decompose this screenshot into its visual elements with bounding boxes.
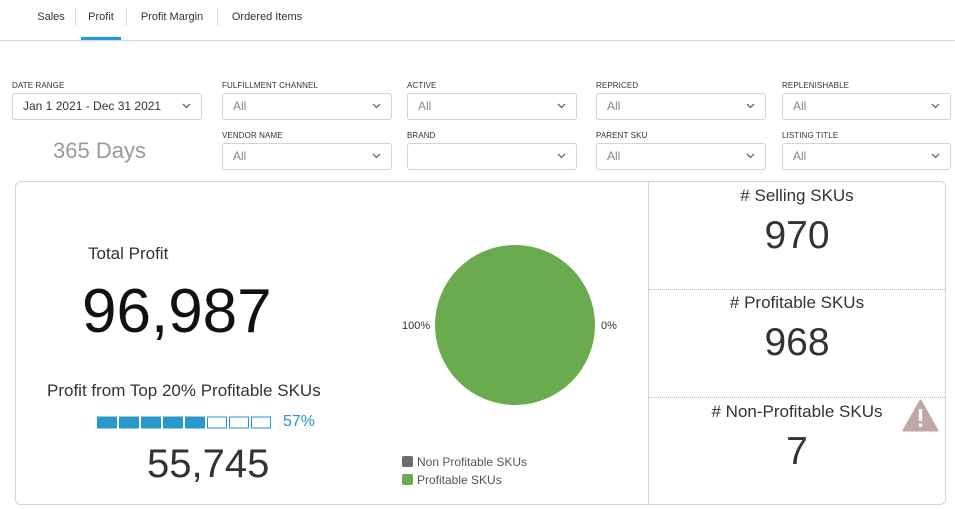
- legend-label: Non Profitable SKUs: [417, 455, 528, 469]
- profitable-skus-label: # Profitable SKUs: [729, 293, 865, 312]
- kpi-divider: [649, 289, 945, 290]
- tab-sales[interactable]: Sales: [28, 0, 74, 40]
- tab-divider: [217, 8, 218, 26]
- fulfillment-channel-value: All: [233, 99, 247, 113]
- top20-label: Profit from Top 20% Profitable SKUs: [47, 381, 321, 400]
- progress-block-filled: [141, 416, 161, 429]
- tab-bar: Sales Profit Profit Margin Ordered Items: [0, 0, 955, 41]
- kpi-divider: [649, 397, 945, 398]
- parent-sku-label: PARENT SKU: [596, 131, 648, 140]
- chevron-down-icon: [746, 153, 755, 159]
- date-range-select[interactable]: Jan 1 2021 - Dec 31 2021: [12, 93, 202, 120]
- tab-ordered-items[interactable]: Ordered Items: [223, 0, 311, 40]
- repriced-value: All: [607, 99, 621, 113]
- tab-profit-label: Profit: [88, 11, 114, 23]
- chevron-down-icon: [746, 103, 755, 109]
- non-profitable-skus-label: # Non-Profitable SKUs: [711, 402, 883, 421]
- listing-title-label: LISTING TITLE: [782, 131, 839, 140]
- progress-block-filled: [163, 416, 183, 429]
- total-profit-label: Total Profit: [88, 244, 169, 263]
- tab-profit-margin-label: Profit Margin: [140, 11, 204, 23]
- days-count: 365 Days: [53, 138, 146, 163]
- date-range-label: DATE RANGE: [12, 81, 65, 90]
- legend-item-non-profitable[interactable]: Non Profitable SKUs: [402, 455, 527, 469]
- card-divider: [648, 182, 649, 504]
- listing-title-value: All: [793, 149, 807, 163]
- repriced-select[interactable]: All: [596, 93, 766, 120]
- tab-profit-margin[interactable]: Profit Margin: [131, 0, 213, 40]
- chevron-down-icon: [931, 103, 940, 109]
- tab-divider: [75, 8, 76, 26]
- replenishable-label: REPLENISHABLE: [782, 81, 850, 90]
- progress-block-empty: [229, 416, 249, 429]
- non-profitable-skus-value: 7: [786, 430, 808, 473]
- date-range-value: Jan 1 2021 - Dec 31 2021: [23, 99, 162, 113]
- sku-profitability-pie: [435, 245, 595, 405]
- parent-sku-select[interactable]: All: [596, 143, 766, 170]
- top20-value: 55,745: [147, 442, 270, 486]
- vendor-name-select[interactable]: All: [222, 143, 392, 170]
- progress-block-empty: [207, 416, 227, 429]
- progress-block-filled: [119, 416, 139, 429]
- replenishable-value: All: [793, 99, 807, 113]
- chevron-down-icon: [931, 153, 940, 159]
- brand-select[interactable]: [407, 143, 577, 170]
- tab-divider: [126, 8, 127, 26]
- replenishable-select[interactable]: All: [782, 93, 951, 120]
- progress-block-empty: [251, 416, 271, 429]
- active-value: All: [418, 99, 432, 113]
- chevron-down-icon: [557, 153, 566, 159]
- top20-percent: 57%: [283, 413, 316, 430]
- warning-icon[interactable]: [902, 399, 939, 432]
- pie-slice-profitable-skus[interactable]: [435, 245, 595, 405]
- chevron-down-icon: [372, 103, 381, 109]
- pie-label-non-profitable: 0%: [601, 320, 617, 332]
- legend-item-profitable[interactable]: Profitable SKUs: [402, 473, 502, 487]
- parent-sku-value: All: [607, 149, 621, 163]
- vendor-name-value: All: [233, 149, 247, 163]
- top20-progress-blocks: [97, 416, 271, 429]
- total-profit-value: 96,987: [82, 277, 272, 346]
- progress-block-filled: [97, 416, 117, 429]
- legend-swatch: [402, 474, 413, 485]
- vendor-name-label: VENDOR NAME: [222, 131, 283, 140]
- chevron-down-icon: [557, 103, 566, 109]
- brand-label: BRAND: [407, 131, 436, 140]
- progress-block-filled: [185, 416, 205, 429]
- chevron-down-icon: [372, 153, 381, 159]
- legend-label: Profitable SKUs: [417, 473, 502, 487]
- chevron-down-icon: [182, 103, 191, 109]
- tab-profit[interactable]: Profit: [81, 0, 121, 40]
- selling-skus-label: # Selling SKUs: [740, 186, 854, 205]
- tab-ordered-items-label: Ordered Items: [231, 11, 303, 23]
- fulfillment-channel-label: FULFILLMENT CHANNEL: [222, 81, 318, 90]
- tab-sales-label: Sales: [37, 11, 65, 23]
- listing-title-select[interactable]: All: [782, 143, 951, 170]
- repriced-label: REPRICED: [596, 81, 639, 90]
- legend-swatch: [402, 456, 413, 467]
- active-select[interactable]: All: [407, 93, 577, 120]
- fulfillment-channel-select[interactable]: All: [222, 93, 392, 120]
- pie-label-profitable: 100%: [402, 320, 431, 332]
- profitable-skus-value: 968: [764, 321, 830, 364]
- active-label: ACTIVE: [407, 81, 437, 90]
- selling-skus-value: 970: [764, 214, 830, 257]
